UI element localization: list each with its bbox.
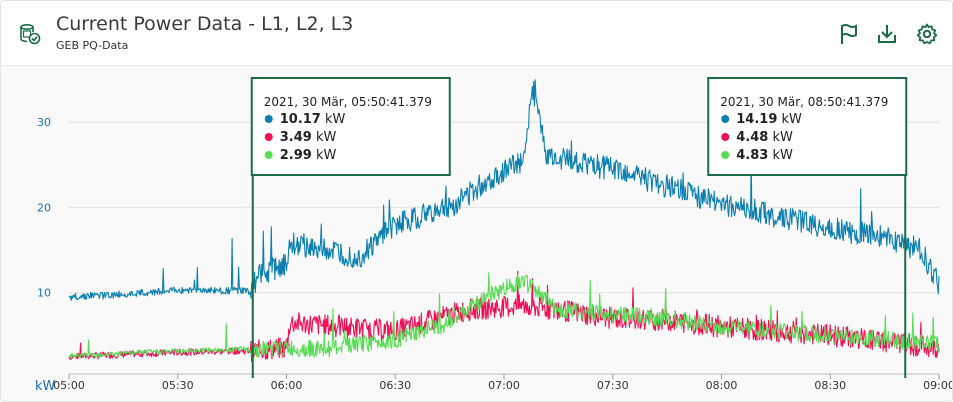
x-tick-label: 09:00 [923,379,952,392]
x-tick-label: 06:30 [379,379,411,392]
tooltip-dot-L2 [264,133,273,141]
tooltip-dot-L3 [721,151,730,159]
x-tick-label: 07:00 [488,379,520,392]
y-tick-label: 10 [37,287,51,300]
power-chart[interactable]: 10 20 30 05:00 05:30 06:00 06:30 07:00 07:30 08:0… [1,66,952,401]
y-tick-label: 20 [37,201,51,214]
series-line-L2 [68,270,940,363]
tooltip-dot-L1 [721,115,730,123]
tooltip-header: 2021, 30 Mär, 05:50:41.379 [264,95,432,109]
tooltip-value-L2: 3.49 kW [280,130,337,145]
tooltip-value-L2: 4.48 kW [736,130,793,145]
tooltip-value-L3: 2.99 kW [280,148,337,163]
x-tick-label: 06:00 [271,379,303,392]
tooltip-value-L1: 10.17 kW [280,112,346,127]
download-icon[interactable] [875,22,899,46]
chart-subtitle: GEB PQ-Data [56,39,129,52]
chart-title: Current Power Data - L1, L2, L3 [56,13,354,35]
flag-icon[interactable] [837,22,861,46]
x-tick-label: 05:30 [162,379,194,392]
tooltip-box [707,77,908,176]
tooltip-dot-L3 [264,151,273,159]
series-line-L1 [68,79,940,301]
tooltip-header: 2021, 30 Mär, 08:50:41.379 [720,95,888,109]
tooltip-box [250,77,451,176]
x-tick-label: 08:00 [706,379,738,392]
y-tick-label: 30 [37,116,51,129]
tooltip-dot-L1 [264,115,273,123]
x-tick-label: 07:30 [597,379,629,392]
chart-plot-area[interactable]: 10 20 30 05:00 05:30 06:00 06:30 07:00 07:30 08:0… [1,66,952,401]
x-tick-label: 08:30 [814,379,846,392]
gear-icon[interactable] [915,22,939,46]
y-axis-label: kW [35,379,56,394]
card-header: Current Power Data - L1, L2, L3 GEB PQ-D… [1,1,952,66]
tooltip-dot-L2 [721,133,730,141]
x-tick-label: 05:00 [53,379,85,392]
tooltip-value-L1: 14.19 kW [736,112,802,127]
tooltip-value-L3: 4.83 kW [736,148,793,163]
meter-check-icon [20,23,41,45]
series-line-L3 [68,272,940,359]
